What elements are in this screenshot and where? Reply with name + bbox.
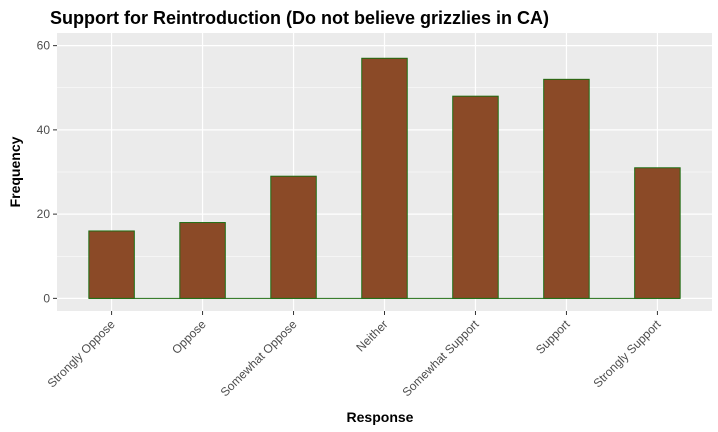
y-tick-label: 40 xyxy=(37,123,51,137)
x-tick-label: Oppose xyxy=(169,317,209,357)
x-tick-label: Support xyxy=(533,317,573,357)
bars xyxy=(88,57,681,299)
x-axis-ticks: Strongly Oppose Oppose Somewhat Oppose Neit… xyxy=(45,311,664,399)
bar-somewhat-support xyxy=(452,95,499,299)
chart-title: Support for Reintroduction (Do not belie… xyxy=(50,8,549,28)
bar-strongly-oppose xyxy=(88,230,135,299)
bar-somewhat-oppose xyxy=(270,175,317,299)
x-axis-title: Response xyxy=(347,409,414,425)
bar-oppose xyxy=(179,222,226,299)
y-tick-label: 0 xyxy=(43,291,50,305)
x-tick-label: Neither xyxy=(353,317,390,354)
x-tick-label: Somewhat Support xyxy=(400,317,483,400)
bar-strongly-support xyxy=(634,167,681,299)
bar-neither xyxy=(361,57,408,299)
y-tick-label: 60 xyxy=(37,39,51,53)
x-tick-label: Somewhat Oppose xyxy=(218,317,300,399)
bar-support xyxy=(543,78,590,299)
x-tick-label: Strongly Support xyxy=(590,317,664,391)
y-tick-label: 20 xyxy=(37,207,51,221)
x-tick-label: Strongly Oppose xyxy=(45,317,118,390)
y-axis-ticks: 0 20 40 60 xyxy=(37,39,57,305)
y-axis-title: Frequency xyxy=(7,136,23,207)
